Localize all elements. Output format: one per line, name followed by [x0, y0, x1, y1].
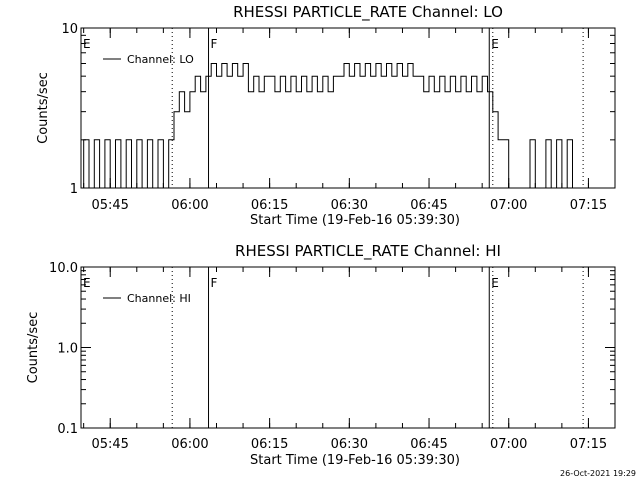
- time-marker-label: F: [211, 37, 218, 51]
- x-tick-label: 06:00: [171, 198, 208, 213]
- time-marker-label: E: [83, 37, 91, 51]
- x-tick-label: 07:00: [490, 437, 527, 452]
- chart-title: RHESSI PARTICLE_RATE Channel: HI: [235, 242, 501, 261]
- y-tick-label: 0.1: [57, 422, 78, 437]
- x-tick-label: 05:45: [91, 198, 128, 213]
- legend: Channel: LO: [103, 53, 194, 66]
- y-axis-label: Counts/sec: [36, 72, 51, 144]
- hi-channel-panel: RHESSI PARTICLE_RATE Channel: HI Counts/s…: [26, 242, 616, 468]
- x-tick-label: 06:00: [171, 437, 208, 452]
- lo-channel-panel: RHESSI PARTICLE_RATE Channel: LO Counts/s…: [36, 3, 616, 228]
- x-tick-label: 06:45: [410, 198, 447, 213]
- legend: Channel: HI: [103, 292, 191, 305]
- chart-title: RHESSI PARTICLE_RATE Channel: LO: [233, 3, 503, 22]
- time-marker-label: E: [83, 276, 91, 290]
- legend-entry: Channel: HI: [127, 292, 191, 305]
- time-marker-label: E: [491, 37, 499, 51]
- time-marker-label: F: [211, 276, 218, 290]
- x-tick-label: 07:15: [570, 437, 607, 452]
- y-axis-label: Counts/sec: [26, 312, 41, 384]
- x-tick-label: 06:30: [331, 198, 368, 213]
- x-axis-label: Start Time (19-Feb-16 05:39:30): [250, 213, 460, 228]
- legend-entry: Channel: LO: [127, 53, 194, 66]
- x-axis-label: Start Time (19-Feb-16 05:39:30): [250, 453, 460, 468]
- x-tick-label: 06:15: [251, 437, 288, 452]
- y-tick-label: 10.0: [49, 261, 78, 276]
- y-tick-label: 10: [61, 22, 78, 37]
- x-tick-label: 06:30: [331, 437, 368, 452]
- x-tick-label: 07:15: [570, 198, 607, 213]
- y-tick-label: 1: [70, 182, 78, 197]
- time-marker-label: E: [491, 276, 499, 290]
- x-tick-label: 07:00: [490, 198, 527, 213]
- footer-timestamp: 26-Oct-2021 19:29: [560, 469, 636, 478]
- y-tick-label: 1.0: [57, 342, 78, 357]
- series-line: [81, 63, 615, 189]
- x-tick-label: 05:45: [91, 437, 128, 452]
- x-tick-label: 06:15: [251, 198, 288, 213]
- plot-frame: [80, 27, 616, 189]
- x-tick-label: 06:45: [410, 437, 447, 452]
